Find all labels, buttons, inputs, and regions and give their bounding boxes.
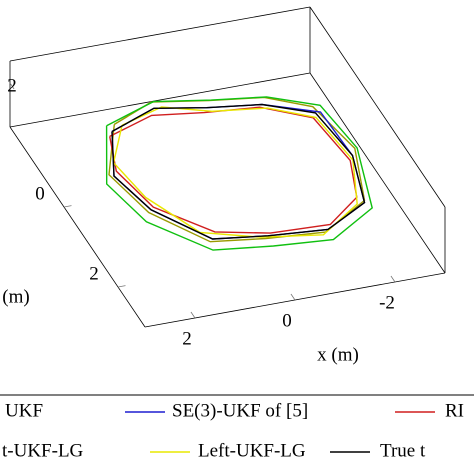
trajectory — [112, 106, 358, 238]
x-tick-label: 2 — [182, 328, 192, 349]
y-tick — [63, 205, 72, 208]
legend-label: t-UKF-LG — [2, 440, 84, 461]
y-axis-label: y (m) — [0, 286, 30, 307]
box-edge — [309, 72, 446, 274]
legend-label: RI — [445, 400, 464, 421]
y-tick — [117, 285, 126, 288]
legend-label: SE(3)-UKF of [5] — [172, 400, 308, 421]
y-tick-label: 0 — [35, 183, 45, 204]
box-edge — [309, 6, 446, 208]
box-edge — [9, 6, 311, 62]
box-edge — [9, 72, 311, 128]
x-tick — [290, 293, 296, 301]
x-tick — [190, 311, 196, 319]
box-edge — [9, 126, 146, 328]
trajectory — [105, 96, 373, 251]
trajectory — [111, 103, 366, 240]
trajectory — [109, 106, 358, 234]
x-tick-label: -2 — [379, 292, 395, 313]
x-axis-label: x (m) — [317, 344, 359, 365]
z-tick-label: 2 — [7, 75, 17, 96]
legend-label: UKF — [5, 400, 43, 421]
x-tick — [390, 275, 396, 283]
legend-label: Left-UKF-LG — [198, 440, 306, 461]
y-tick-label: 2 — [89, 263, 99, 284]
legend-label: True t — [380, 440, 426, 461]
z-tick — [9, 82, 15, 90]
x-tick-label: 0 — [282, 310, 292, 331]
